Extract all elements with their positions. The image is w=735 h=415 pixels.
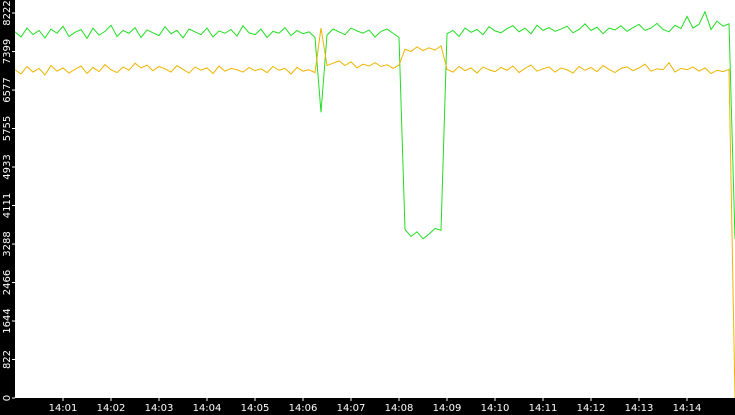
y-tick-label: 1644 [2,308,13,333]
y-tick-label: 5755 [2,116,13,141]
y-tick-label: 6577 [2,77,13,102]
x-tick-label: 14:07 [337,403,366,414]
y-tick-label: 0 [2,395,13,401]
x-tick-label: 14:01 [49,403,78,414]
x-tick-label: 14:12 [577,403,606,414]
x-tick-label: 14:11 [529,403,558,414]
y-tick-label: 3288 [2,231,13,256]
x-tick-label: 14:02 [97,403,126,414]
y-tick-label: 822 [2,350,13,369]
x-tick-label: 14:05 [241,403,270,414]
series-line [14,10,735,240]
y-tick-label: 2466 [2,270,13,295]
y-tick-label: 4111 [2,193,13,218]
x-tick-label: 14:10 [481,403,510,414]
x-tick-label: 14:09 [433,403,462,414]
series-line [14,28,735,399]
y-tick-label: 8222 [2,0,13,25]
x-tick-label: 14:13 [625,403,654,414]
y-tick-label: 7399 [2,39,13,64]
plot-area [15,0,735,398]
y-tick-label: 4933 [2,154,13,179]
x-tick-label: 14:08 [385,403,414,414]
x-tick-label: 14:14 [673,403,702,414]
x-tick-label: 14:04 [193,403,222,414]
x-tick-label: 14:03 [145,403,174,414]
x-tick-label: 14:06 [289,403,318,414]
